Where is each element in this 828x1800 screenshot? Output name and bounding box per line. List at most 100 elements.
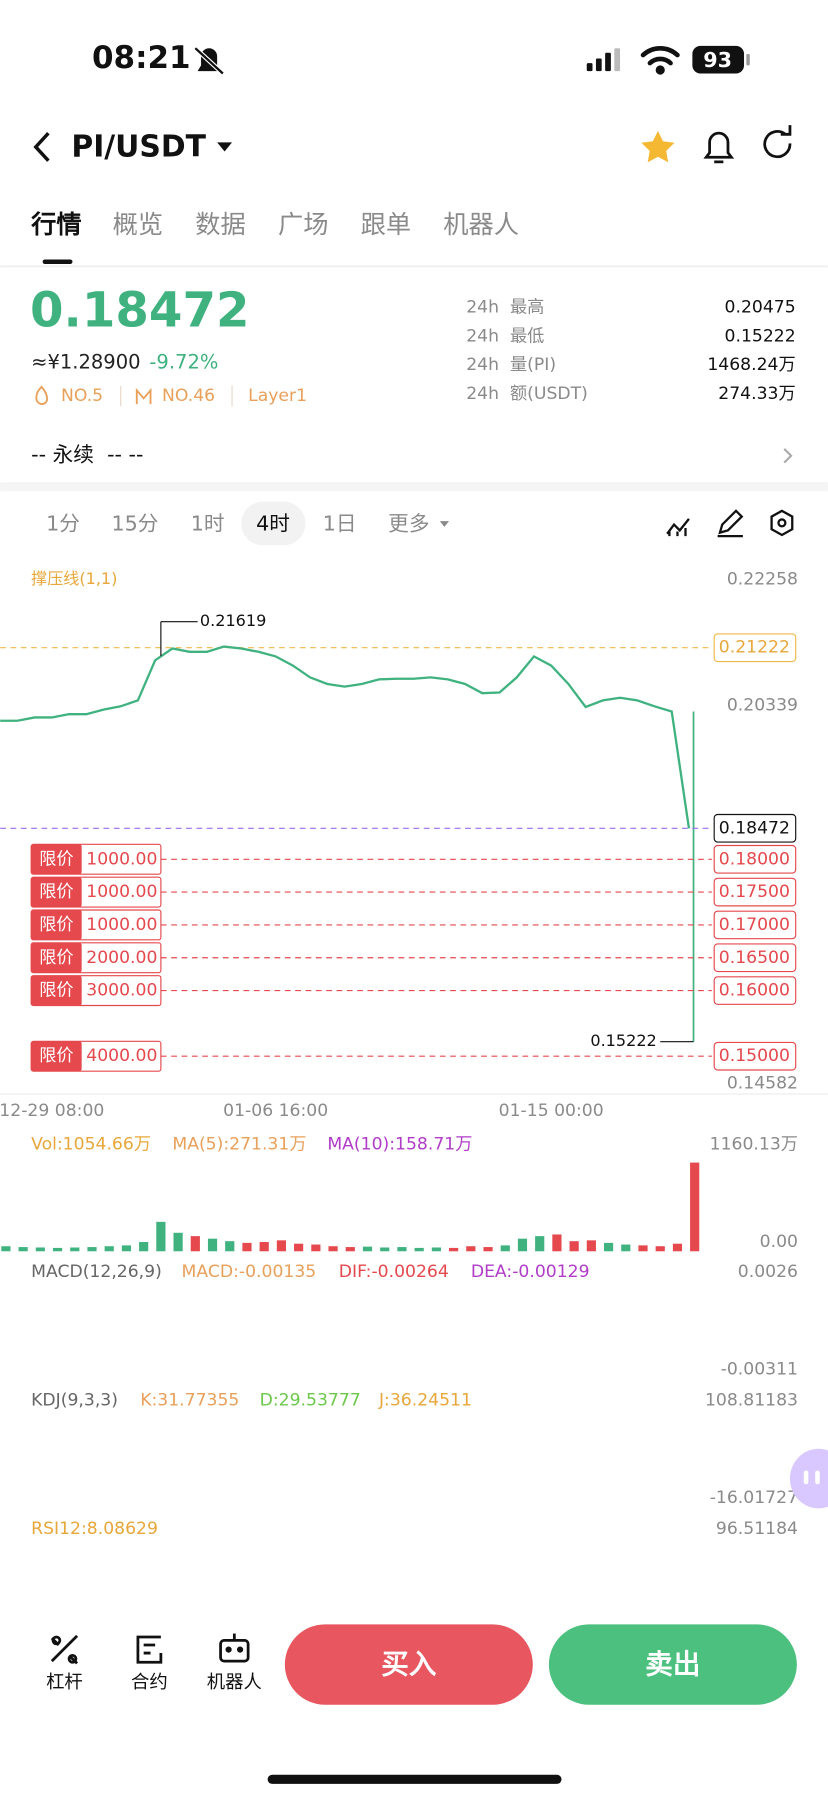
last-price-box bbox=[713, 813, 797, 843]
sell-label[interactable]: 卖出 bbox=[645, 1649, 700, 1681]
interval[interactable]: 15分 bbox=[112, 512, 159, 536]
chart-title: 撑压线(1,1) bbox=[31, 569, 117, 588]
volume-bar bbox=[1, 1246, 11, 1252]
x-tick-label: 01-06 16:00 bbox=[223, 1101, 328, 1121]
buy-label[interactable]: 买入 bbox=[381, 1649, 437, 1681]
stat-label: 24h 量(PI) bbox=[466, 355, 556, 375]
high-label: 0.21619 bbox=[200, 611, 266, 630]
volume-bar bbox=[621, 1244, 631, 1252]
chevron bbox=[783, 448, 793, 464]
y-tick-label: 0.14582 bbox=[727, 1074, 798, 1094]
kdj-label: KDJ(9,3,3) bbox=[31, 1391, 118, 1411]
volume-tick-label: 0.00 bbox=[760, 1232, 798, 1252]
interval-more[interactable]: 更多 bbox=[388, 512, 429, 536]
tab[interactable]: 数据 bbox=[195, 210, 245, 239]
interval[interactable]: 4时 bbox=[256, 512, 290, 536]
volume-bar bbox=[311, 1244, 321, 1252]
sector-tag[interactable]: Layer1 bbox=[248, 386, 307, 406]
tab[interactable]: 行情 bbox=[30, 210, 82, 239]
tab[interactable]: 跟单 bbox=[361, 210, 412, 239]
interval[interactable]: 1日 bbox=[323, 512, 357, 536]
sell-button[interactable] bbox=[548, 1624, 797, 1705]
volume-bar bbox=[18, 1247, 28, 1252]
volume-bar bbox=[603, 1242, 614, 1252]
order-amount: 3000.00 bbox=[86, 981, 157, 1001]
volume-bar bbox=[672, 1243, 683, 1252]
low-label: 0.15222 bbox=[590, 1031, 656, 1050]
wifi-icon bbox=[640, 46, 680, 75]
draw-button[interactable] bbox=[717, 509, 744, 538]
order-price: 0.16500 bbox=[719, 948, 790, 968]
tab[interactable]: 概览 bbox=[113, 210, 164, 239]
pair-title[interactable]: PI/USDT bbox=[71, 130, 206, 165]
volume-bar bbox=[294, 1243, 304, 1252]
buy-button[interactable] bbox=[284, 1624, 533, 1705]
nav-item[interactable]: 杠杆 bbox=[46, 1672, 83, 1693]
indicator-button[interactable] bbox=[666, 518, 690, 537]
volume-bar bbox=[173, 1232, 183, 1252]
volume-bar bbox=[276, 1240, 287, 1252]
order-price: 0.17000 bbox=[719, 915, 790, 935]
settings-button[interactable] bbox=[770, 509, 794, 537]
volume-bar bbox=[380, 1247, 390, 1252]
order-kind-bg bbox=[31, 844, 82, 875]
volume-bar bbox=[449, 1247, 459, 1252]
order-kind: 限价 bbox=[39, 915, 73, 935]
volume-bar bbox=[569, 1241, 579, 1252]
volume-bar bbox=[259, 1242, 269, 1252]
battery-cap bbox=[746, 53, 750, 66]
nav-item[interactable]: 机器人 bbox=[207, 1672, 262, 1693]
last-price: 0.18472 bbox=[30, 282, 250, 338]
dea-value: DEA:-0.00129 bbox=[471, 1262, 590, 1282]
volume-bar bbox=[104, 1246, 114, 1252]
price-line bbox=[0, 645, 691, 829]
volume-bar bbox=[52, 1247, 63, 1252]
order-price-box bbox=[713, 943, 797, 973]
volume-bar bbox=[466, 1246, 476, 1252]
back-button[interactable] bbox=[33, 131, 50, 162]
tab[interactable]: 机器人 bbox=[443, 210, 519, 239]
tab[interactable]: 广场 bbox=[278, 210, 329, 239]
pair-dropdown[interactable] bbox=[217, 142, 233, 152]
interval-selected-bg bbox=[241, 501, 306, 546]
macd-label: MACD(12,26,9) bbox=[31, 1262, 162, 1282]
nav-item[interactable]: 合约 bbox=[131, 1672, 168, 1693]
order-kind-bg bbox=[31, 1041, 82, 1072]
interval[interactable]: 1时 bbox=[191, 512, 225, 536]
k-value: K:31.77355 bbox=[140, 1391, 239, 1411]
macd-top: 0.0026 bbox=[738, 1262, 798, 1282]
hot-icon bbox=[35, 385, 48, 406]
y-tick-label: 0.22258 bbox=[727, 570, 798, 590]
order-kind-bg bbox=[31, 942, 82, 973]
perpetual-link[interactable]: -- 永续 -- -- bbox=[31, 443, 143, 467]
kdj-top: 108.81183 bbox=[705, 1391, 798, 1411]
kdj-bottom: -16.01727 bbox=[710, 1488, 798, 1508]
volume-bar bbox=[70, 1247, 80, 1252]
stat-value: 274.33万 bbox=[718, 384, 795, 404]
order-amount: 4000.00 bbox=[86, 1046, 157, 1066]
volume-bar bbox=[207, 1238, 218, 1252]
volume-bar bbox=[638, 1245, 648, 1252]
order-kind: 限价 bbox=[39, 948, 73, 968]
stat-label: 24h 额(USDT) bbox=[466, 384, 588, 404]
order-amount: 1000.00 bbox=[86, 882, 157, 902]
volume-bar bbox=[397, 1247, 407, 1252]
clock: 08:21 bbox=[92, 40, 191, 76]
order-kind-bg bbox=[31, 877, 82, 908]
volume-bar bbox=[156, 1221, 166, 1252]
order-amount: 2000.00 bbox=[86, 948, 157, 968]
section-gap bbox=[0, 482, 828, 492]
last-price-label: 0.18472 bbox=[719, 818, 790, 838]
favorite-star[interactable] bbox=[641, 130, 675, 163]
volume-bar bbox=[500, 1245, 510, 1252]
refresh-button[interactable] bbox=[763, 125, 792, 159]
alert-bell[interactable] bbox=[703, 131, 735, 164]
hot-rank: NO.5 bbox=[61, 386, 103, 406]
interval[interactable]: 1分 bbox=[46, 512, 80, 536]
home-indicator bbox=[267, 1774, 562, 1784]
rsi-label: RSI12:8.08629 bbox=[31, 1519, 158, 1539]
volume-bar bbox=[190, 1236, 200, 1252]
volume-bar bbox=[535, 1236, 545, 1252]
chat-bubble[interactable] bbox=[789, 1448, 828, 1509]
volume-bar bbox=[586, 1240, 596, 1252]
